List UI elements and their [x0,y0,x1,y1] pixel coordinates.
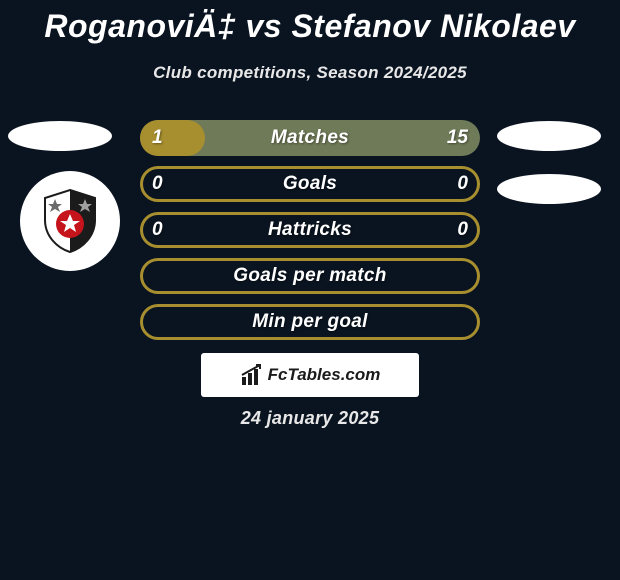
logo-oval [497,121,601,151]
page-title: RoganoviÄ‡ vs Stefanov Nikolaev [0,0,620,45]
bar-track: 115Matches [140,120,480,156]
shield-icon [35,186,105,256]
fctables-text: FcTables.com [268,365,381,385]
bar-track: Min per goal [140,304,480,340]
bar-track: 00Goals [140,166,480,202]
logo-oval [497,174,601,204]
stat-label: Goals per match [140,265,480,287]
bar-track: 00Hattricks [140,212,480,248]
bar-track: Goals per match [140,258,480,294]
date-label: 24 january 2025 [0,408,620,429]
stat-row: Min per goal [0,304,620,340]
logo-oval [8,121,112,151]
chart-icon [240,363,264,387]
stat-label: Min per goal [140,311,480,333]
fctables-badge[interactable]: FcTables.com [201,353,419,397]
subtitle: Club competitions, Season 2024/2025 [0,63,620,83]
club-badge [20,171,120,271]
stat-label: Goals [140,173,480,195]
stat-label: Matches [140,127,480,149]
stat-label: Hattricks [140,219,480,241]
